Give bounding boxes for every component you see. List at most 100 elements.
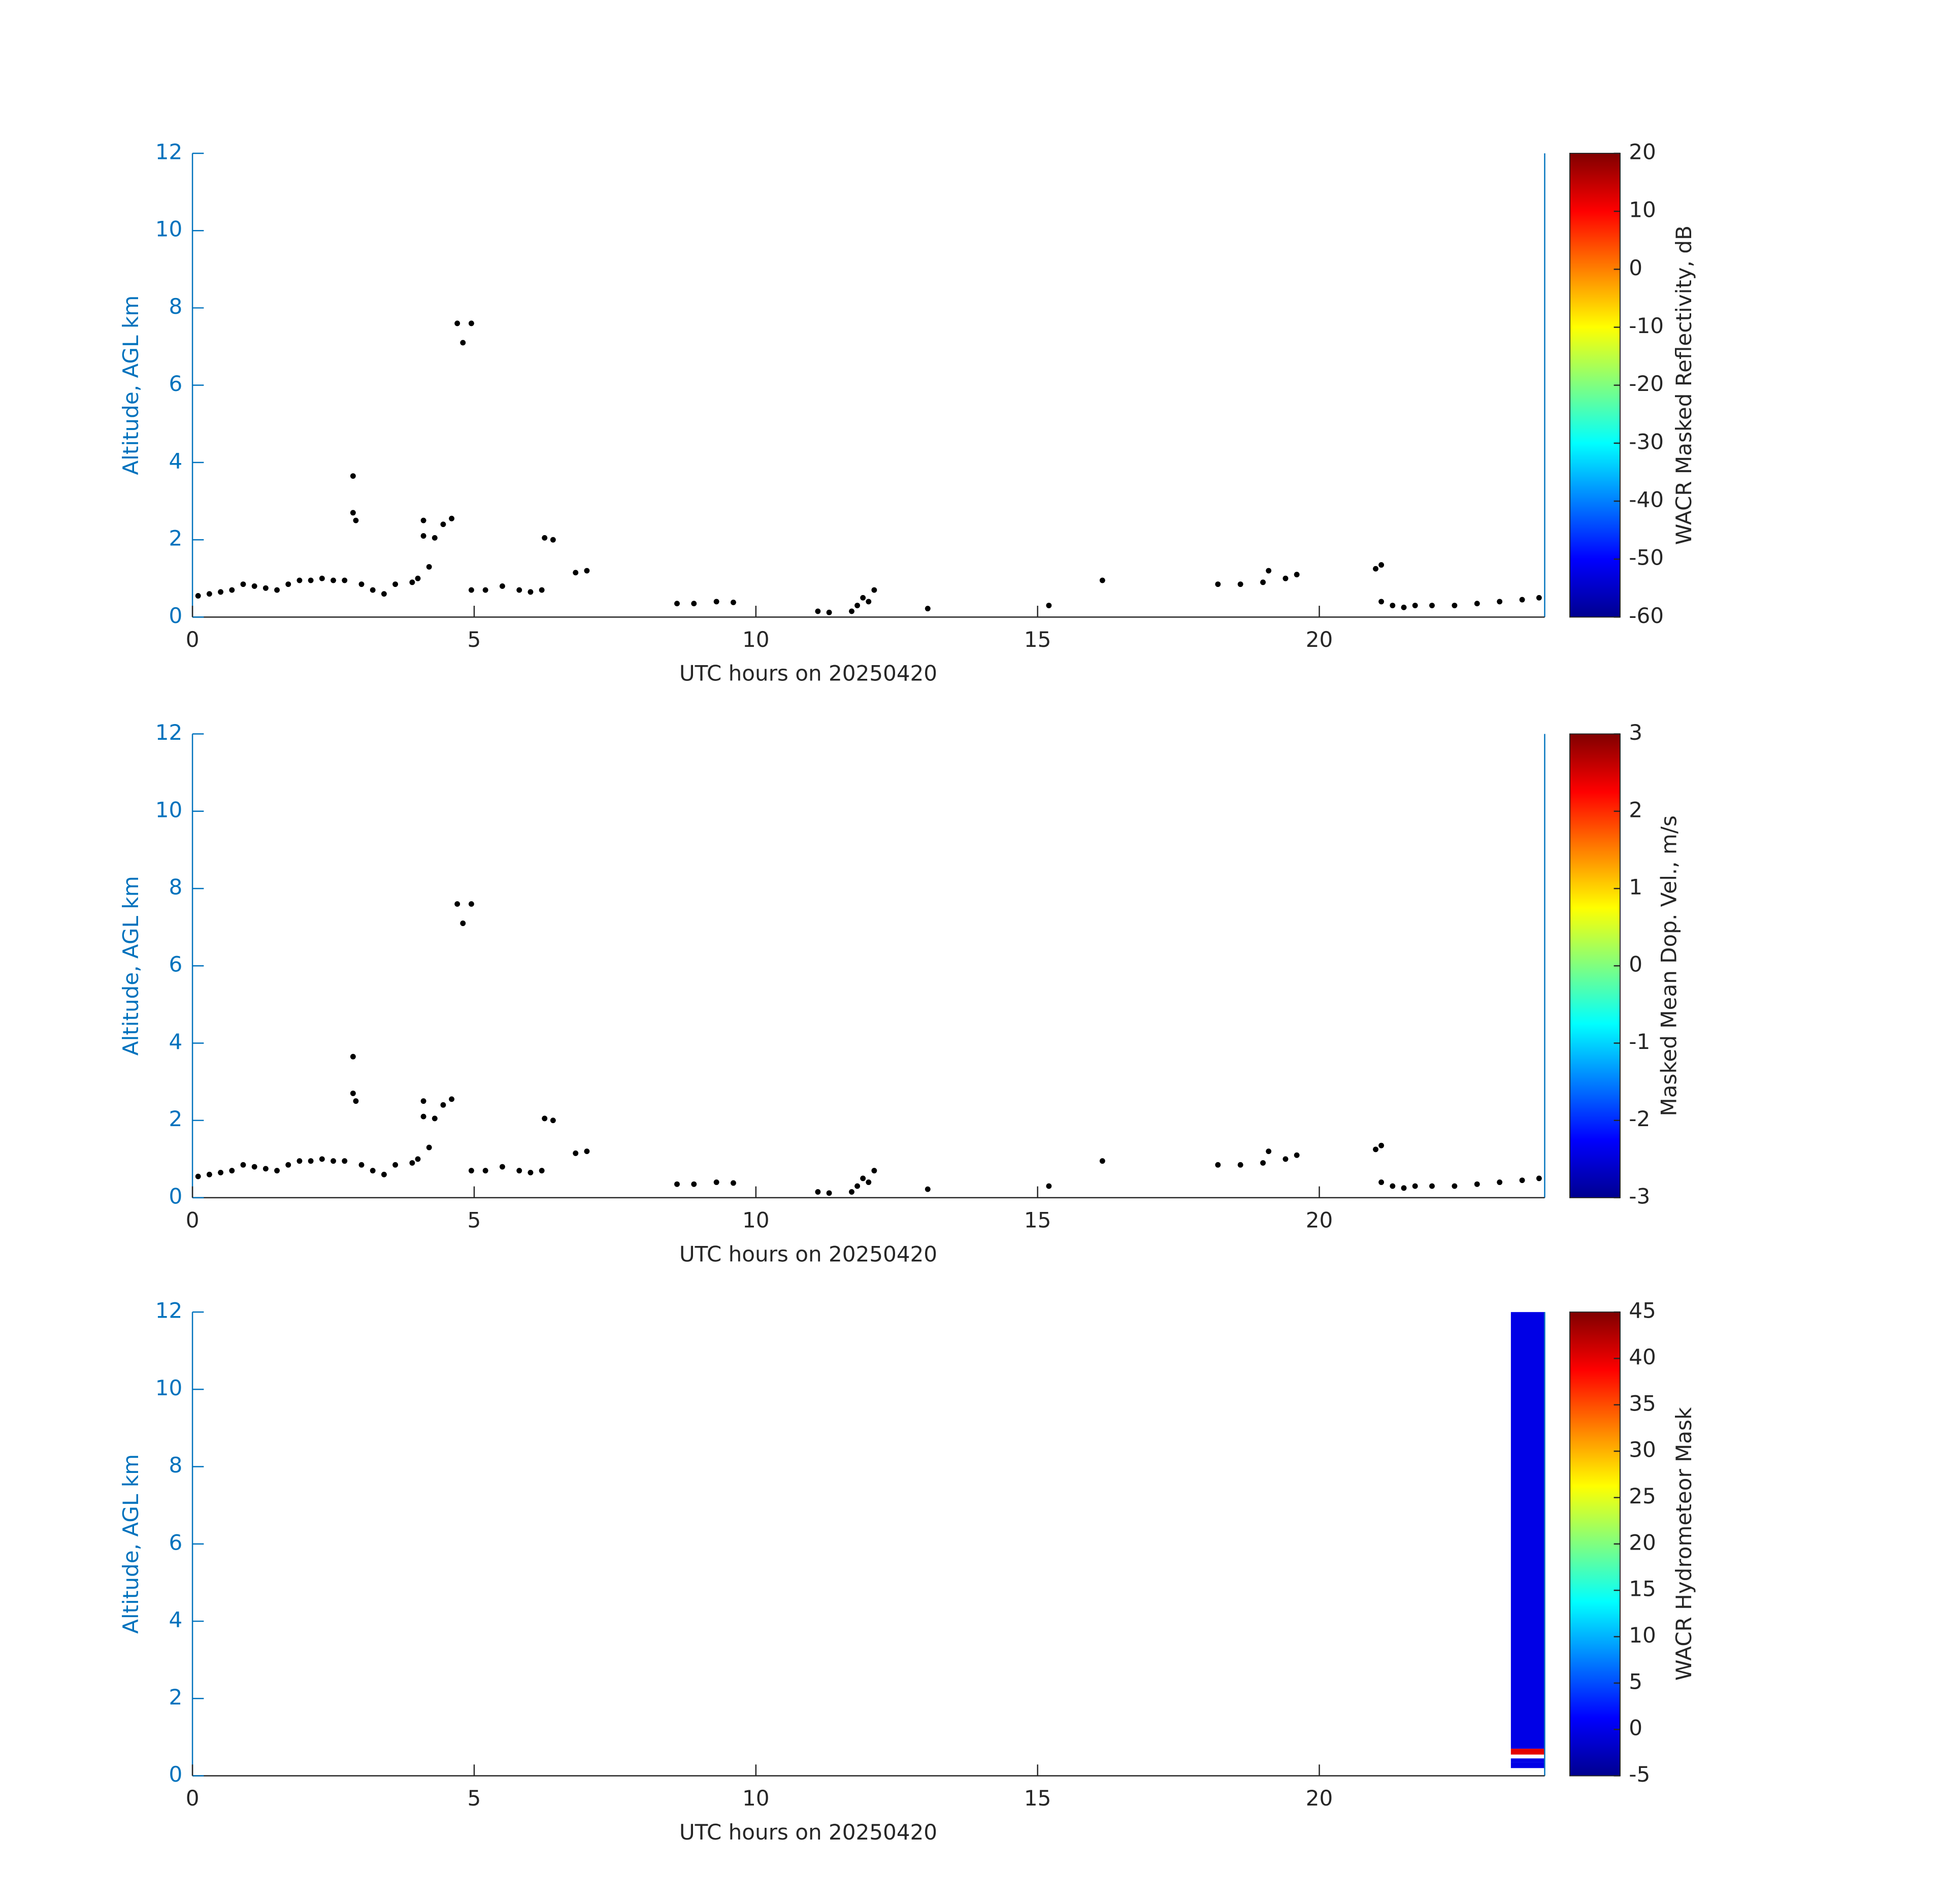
x-axis-label: UTC hours on 20250420 — [679, 1241, 937, 1266]
data-point — [297, 1158, 303, 1164]
y-tick-label: 10 — [155, 1375, 183, 1400]
data-point — [730, 599, 736, 605]
data-point — [420, 533, 426, 539]
data-point — [1412, 603, 1418, 608]
x-tick-label: 15 — [1024, 1786, 1051, 1811]
y-tick-label: 12 — [155, 1298, 183, 1323]
data-point — [432, 535, 438, 541]
y-tick-label: 10 — [155, 797, 183, 822]
colorbar-tick-label: -3 — [1629, 1184, 1650, 1208]
data-point — [730, 1180, 736, 1186]
data-point — [342, 1158, 348, 1164]
y-axis-label: Altitude, AGL km — [118, 876, 143, 1056]
data-point — [1099, 577, 1105, 583]
x-tick-label: 20 — [1306, 1786, 1333, 1811]
data-point — [854, 603, 861, 608]
colorbar — [1569, 152, 1621, 618]
data-point — [432, 1115, 438, 1122]
data-point — [573, 1150, 579, 1156]
data-point — [516, 587, 522, 593]
x-tick-label: 10 — [742, 1207, 770, 1232]
colorbar-tick-label: -2 — [1629, 1106, 1650, 1131]
data-point — [815, 1189, 821, 1195]
data-point — [381, 1171, 387, 1177]
x-tick-label: 10 — [742, 1786, 770, 1811]
data-point — [691, 1181, 697, 1187]
data-point — [1390, 1183, 1396, 1189]
data-point — [499, 583, 505, 589]
colorbar-tick-label: 2 — [1629, 797, 1642, 822]
y-tick-label: 8 — [169, 875, 183, 900]
data-point — [240, 1162, 246, 1168]
data-point — [262, 585, 269, 591]
colorbar-tick-label: 45 — [1629, 1298, 1656, 1323]
data-point — [1373, 1146, 1378, 1153]
data-point — [674, 601, 680, 607]
y-tick-label: 8 — [169, 294, 183, 319]
data-point — [195, 593, 201, 599]
data-point — [542, 1115, 548, 1122]
y-tick-label: 2 — [169, 526, 183, 551]
data-point — [426, 1144, 432, 1151]
data-point — [573, 570, 579, 576]
colorbar-label: Masked Mean Dop. Vel., m/s — [1656, 815, 1681, 1117]
data-point — [1452, 603, 1458, 608]
x-tick-label: 10 — [742, 627, 770, 652]
data-point — [409, 579, 415, 585]
colorbar-label: WACR Masked Reflectivity, dB — [1671, 225, 1696, 545]
data-point — [674, 1181, 680, 1187]
data-point — [1401, 1185, 1407, 1191]
data-point — [392, 581, 399, 587]
x-tick-label: 5 — [468, 1207, 481, 1232]
data-point — [584, 1148, 590, 1155]
data-point — [350, 1054, 356, 1060]
data-point — [350, 1090, 356, 1096]
data-point — [274, 1168, 280, 1174]
data-point — [350, 473, 356, 479]
y-tick-label: 6 — [169, 371, 183, 396]
mask-region — [1510, 1312, 1545, 1749]
data-point — [342, 577, 348, 583]
data-point — [849, 608, 854, 614]
data-point — [370, 587, 376, 593]
data-point — [871, 587, 877, 593]
y-tick-label: 4 — [169, 1029, 183, 1054]
data-point — [925, 606, 931, 612]
data-point — [449, 1096, 455, 1102]
colorbar-tick-label: 0 — [1629, 1716, 1642, 1741]
data-point — [262, 1166, 269, 1172]
data-point — [460, 340, 466, 346]
data-point — [1373, 566, 1378, 572]
data-point — [1401, 604, 1407, 610]
x-tick-label: 0 — [186, 627, 200, 652]
data-point — [420, 517, 426, 523]
x-tick-label: 15 — [1024, 627, 1051, 652]
data-point — [370, 1168, 376, 1174]
data-point — [285, 1162, 291, 1168]
data-point — [440, 521, 446, 528]
data-point — [468, 587, 474, 593]
data-point — [860, 1175, 866, 1181]
data-point — [1474, 601, 1480, 607]
x-tick-label: 0 — [186, 1207, 200, 1232]
data-point — [285, 581, 291, 587]
data-point — [1497, 599, 1503, 605]
data-point — [1237, 581, 1243, 587]
colorbar-tick-label: 10 — [1629, 198, 1656, 222]
colorbar-tick-label: -5 — [1629, 1762, 1650, 1787]
data-point — [1536, 595, 1542, 601]
data-point — [826, 1190, 832, 1196]
y-tick-label: 2 — [169, 1106, 183, 1131]
y-axis-label: Altitude, AGL km — [118, 1454, 143, 1634]
y-tick-label: 0 — [169, 1184, 183, 1208]
x-tick-label: 5 — [468, 627, 481, 652]
colorbar-tick-label: 35 — [1629, 1391, 1656, 1416]
data-point — [542, 535, 548, 541]
data-point — [1294, 1152, 1300, 1158]
data-point — [1266, 1148, 1272, 1155]
data-point — [713, 1179, 719, 1185]
colorbar-tick-label: 20 — [1629, 139, 1656, 164]
colorbar — [1569, 733, 1621, 1198]
data-point — [925, 1186, 931, 1192]
